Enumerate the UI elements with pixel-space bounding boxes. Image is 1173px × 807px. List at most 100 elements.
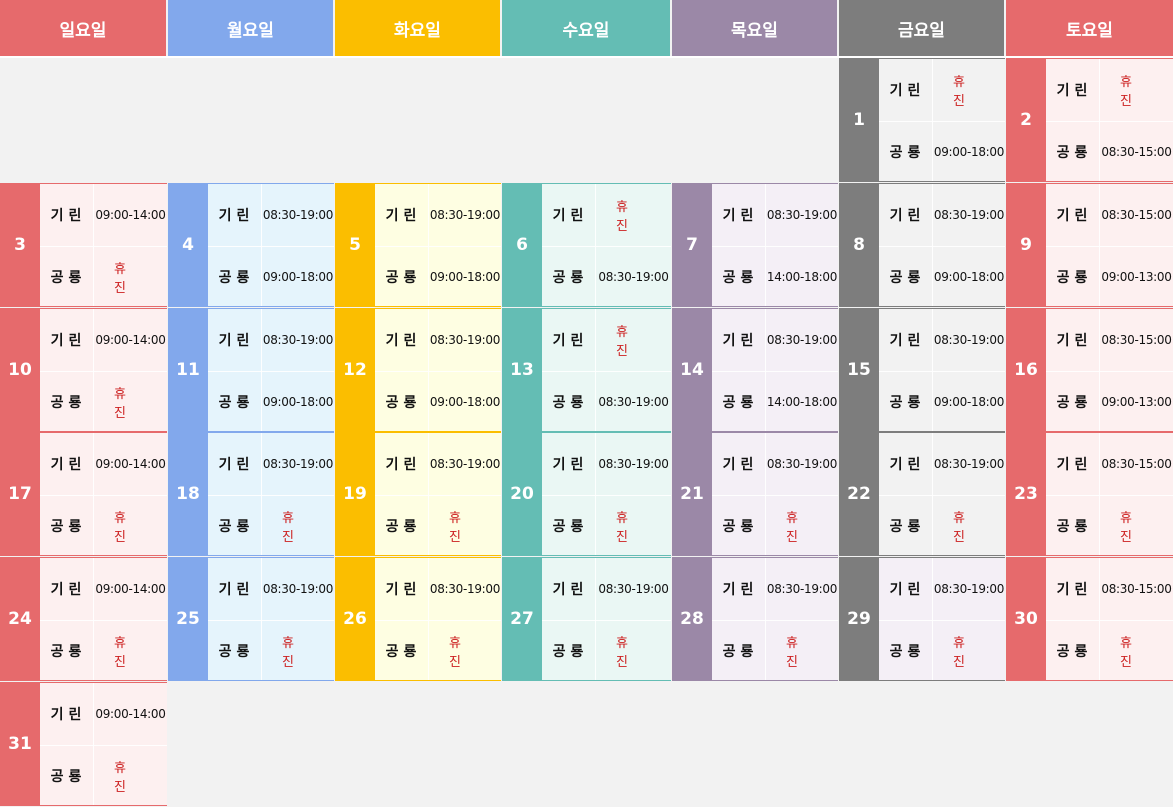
- giraffe-hours-row: 기린 08:30-19:00: [879, 558, 1005, 621]
- calendar-day[interactable]: 12 기린 08:30-19:00 공룡 09:00-18:00: [335, 308, 501, 432]
- section-label: 기린: [218, 457, 255, 473]
- calendar-day[interactable]: 2 기린 휴진 공룡 08:30-15:00: [1006, 58, 1173, 182]
- dino-hours-row: 공룡 휴진: [879, 495, 1005, 557]
- section-label: 기린: [552, 582, 589, 598]
- section-label: 기린: [552, 208, 589, 224]
- calendar-day[interactable]: 4 기린 08:30-19:00 공룡 09:00-18:00: [168, 183, 334, 307]
- giraffe-hours-row: 기린 08:30-19:00: [879, 433, 1005, 496]
- calendar-day[interactable]: 7 기린 08:30-19:00 공룡 14:00-18:00: [672, 183, 838, 307]
- calendar-day[interactable]: 14 기린 08:30-19:00 공룡 14:00-18:00: [672, 308, 838, 432]
- column-divider: [93, 683, 94, 805]
- dino-hours-row: 공룡 14:00-18:00: [712, 246, 838, 308]
- section-label: 기린: [50, 208, 87, 224]
- column-divider: [428, 184, 429, 306]
- giraffe-hours: 08:30-19:00: [933, 457, 1005, 471]
- section-label: 기린: [722, 582, 759, 598]
- calendar-day[interactable]: 25 기린 08:30-19:00 공룡 휴진: [168, 557, 334, 681]
- calendar-day[interactable]: 6 기린 휴진 공룡 08:30-19:00: [502, 183, 671, 307]
- dino-hours-row: 공룡 휴진: [879, 620, 1005, 682]
- giraffe-hours: 08:30-19:00: [933, 333, 1005, 347]
- section-label: 기린: [722, 333, 759, 349]
- calendar-day[interactable]: 17 기린 09:00-14:00 공룡 휴진: [0, 432, 167, 556]
- section-label: 공룡: [1056, 644, 1093, 660]
- calendar-day[interactable]: 28 기린 08:30-19:00 공룡 휴진: [672, 557, 838, 681]
- dino-hours: 휴진: [786, 511, 818, 545]
- column-divider: [932, 184, 933, 306]
- dino-hours-row: 공룡 휴진: [208, 495, 334, 557]
- calendar-day[interactable]: 19 기린 08:30-19:00 공룡 휴진: [335, 432, 501, 556]
- day-schedule-panel: 기린 08:30-19:00 공룡 휴진: [375, 557, 501, 681]
- section-label: 기린: [50, 582, 87, 598]
- giraffe-hours-row: 기린 08:30-19:00: [879, 309, 1005, 372]
- day-schedule-panel: 기린 08:30-15:00 공룡 휴진: [1046, 432, 1173, 556]
- section-label: 기린: [889, 83, 926, 99]
- giraffe-hours-row: 기린 휴진: [1046, 59, 1173, 122]
- day-schedule-panel: 기린 08:30-15:00 공룡 09:00-13:00: [1046, 183, 1173, 307]
- dino-hours-row: 공룡 휴진: [40, 745, 167, 807]
- calendar-day[interactable]: 11 기린 08:30-19:00 공룡 09:00-18:00: [168, 308, 334, 432]
- calendar-day[interactable]: 31 기린 09:00-14:00 공룡 휴진: [0, 682, 167, 806]
- calendar-day[interactable]: 3 기린 09:00-14:00 공룡 휴진: [0, 183, 167, 307]
- section-label: 기린: [1056, 208, 1093, 224]
- day-schedule-panel: 기린 08:30-19:00 공룡 휴진: [375, 432, 501, 556]
- giraffe-hours-row: 기린 09:00-14:00: [40, 433, 167, 496]
- column-divider: [1099, 59, 1100, 181]
- column-divider: [428, 433, 429, 555]
- calendar-day[interactable]: 10 기린 09:00-14:00 공룡 휴진: [0, 308, 167, 432]
- section-label: 기린: [889, 333, 926, 349]
- section-label: 기린: [385, 457, 422, 473]
- section-label: 공룡: [1056, 270, 1093, 286]
- calendar-day[interactable]: 27 기린 08:30-19:00 공룡 휴진: [502, 557, 671, 681]
- calendar-day[interactable]: 21 기린 08:30-19:00 공룡 휴진: [672, 432, 838, 556]
- calendar-day[interactable]: 26 기린 08:30-19:00 공룡 휴진: [335, 557, 501, 681]
- column-divider: [932, 558, 933, 680]
- giraffe-hours-row: 기린 08:30-19:00: [712, 558, 838, 621]
- dino-hours-row: 공룡 09:00-18:00: [879, 371, 1005, 433]
- column-divider: [765, 433, 766, 555]
- calendar-day[interactable]: 1 기린 휴진 공룡 09:00-18:00: [839, 58, 1005, 182]
- calendar-day[interactable]: 18 기린 08:30-19:00 공룡 휴진: [168, 432, 334, 556]
- section-label: 공룡: [552, 395, 589, 411]
- section-label: 기린: [50, 333, 87, 349]
- giraffe-hours: 09:00-14:00: [95, 208, 166, 222]
- calendar-day[interactable]: 22 기린 08:30-19:00 공룡 휴진: [839, 432, 1005, 556]
- calendar-day[interactable]: 13 기린 휴진 공룡 08:30-19:00: [502, 308, 671, 432]
- section-label: 기린: [1056, 83, 1093, 99]
- calendar-day[interactable]: 29 기린 08:30-19:00 공룡 휴진: [839, 557, 1005, 681]
- giraffe-hours: 09:00-14:00: [95, 582, 166, 596]
- section-label: 기린: [218, 333, 255, 349]
- calendar-day[interactable]: 30 기린 08:30-15:00 공룡 휴진: [1006, 557, 1173, 681]
- calendar-day[interactable]: 15 기린 08:30-19:00 공룡 09:00-18:00: [839, 308, 1005, 432]
- calendar-day[interactable]: 20 기린 08:30-19:00 공룡 휴진: [502, 432, 671, 556]
- section-label: 기린: [218, 582, 255, 598]
- section-label: 기린: [50, 457, 87, 473]
- calendar-day[interactable]: 16 기린 08:30-15:00 공룡 09:00-13:00: [1006, 308, 1173, 432]
- day-schedule-panel: 기린 08:30-15:00 공룡 09:00-13:00: [1046, 308, 1173, 432]
- day-schedule-panel: 기린 09:00-14:00 공룡 휴진: [40, 682, 167, 806]
- section-label: 공룡: [50, 395, 87, 411]
- day-schedule-panel: 기린 08:30-19:00 공룡 휴진: [712, 432, 838, 556]
- giraffe-hours-row: 기린 08:30-19:00: [712, 433, 838, 496]
- day-number: 18: [168, 432, 208, 556]
- dino-hours: 휴진: [953, 636, 985, 670]
- calendar-day[interactable]: 23 기린 08:30-15:00 공룡 휴진: [1006, 432, 1173, 556]
- section-label: 공룡: [722, 644, 759, 660]
- calendar-day[interactable]: 9 기린 08:30-15:00 공룡 09:00-13:00: [1006, 183, 1173, 307]
- column-divider: [1099, 309, 1100, 431]
- day-number: 4: [168, 183, 208, 307]
- dino-hours: 14:00-18:00: [766, 395, 838, 409]
- calendar-day[interactable]: 5 기린 08:30-19:00 공룡 09:00-18:00: [335, 183, 501, 307]
- day-number: 24: [0, 557, 40, 681]
- section-label: 공룡: [218, 519, 255, 535]
- column-divider: [1099, 184, 1100, 306]
- giraffe-hours-row: 기린 휴진: [879, 59, 1005, 122]
- section-label: 공룡: [385, 519, 422, 535]
- header-divider: [0, 56, 1173, 58]
- giraffe-hours-row: 기린 휴진: [542, 309, 671, 372]
- calendar-day[interactable]: 8 기린 08:30-19:00 공룡 09:00-18:00: [839, 183, 1005, 307]
- dino-hours: 14:00-18:00: [766, 270, 838, 284]
- giraffe-hours-row: 기린 08:30-19:00: [208, 433, 334, 496]
- giraffe-hours: 08:30-15:00: [1101, 333, 1172, 347]
- calendar-day[interactable]: 24 기린 09:00-14:00 공룡 휴진: [0, 557, 167, 681]
- dino-hours-row: 공룡 휴진: [1046, 620, 1173, 682]
